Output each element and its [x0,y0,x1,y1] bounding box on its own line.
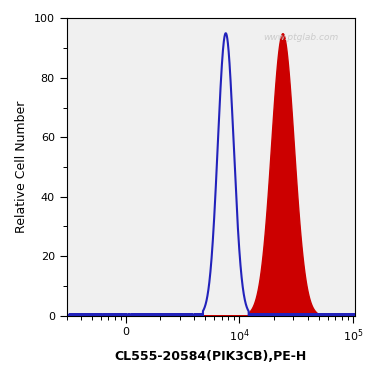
X-axis label: CL555-20584(PIK3CB),PE-H: CL555-20584(PIK3CB),PE-H [115,350,307,363]
Text: www.ptglab.com: www.ptglab.com [263,33,338,42]
Y-axis label: Relative Cell Number: Relative Cell Number [15,101,28,233]
